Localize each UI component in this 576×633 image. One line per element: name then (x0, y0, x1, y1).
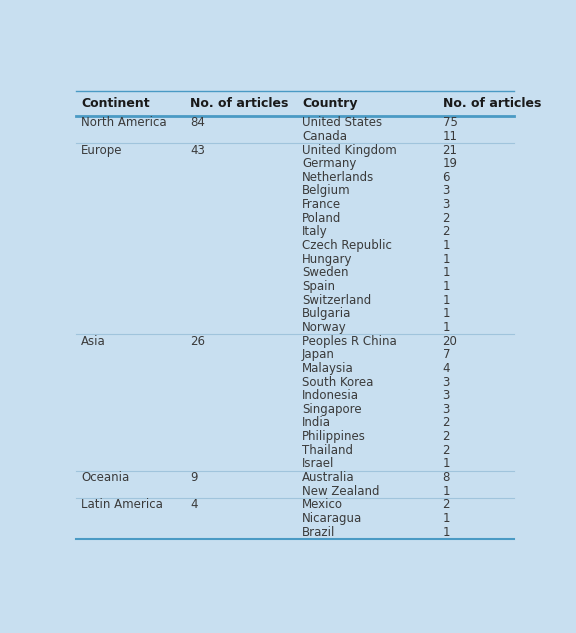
Text: Latin America: Latin America (81, 498, 163, 511)
Text: 11: 11 (442, 130, 457, 143)
Text: 26: 26 (190, 335, 205, 348)
Text: 8: 8 (442, 471, 450, 484)
Text: South Korea: South Korea (302, 375, 373, 389)
Text: 2: 2 (442, 212, 450, 225)
Text: Hungary: Hungary (302, 253, 353, 266)
Text: Switzerland: Switzerland (302, 294, 371, 306)
Text: 7: 7 (442, 348, 450, 361)
Text: Canada: Canada (302, 130, 347, 143)
Text: Belgium: Belgium (302, 184, 351, 197)
Text: 1: 1 (442, 239, 450, 252)
Text: Europe: Europe (81, 144, 123, 156)
Text: Thailand: Thailand (302, 444, 353, 457)
Text: Peoples R China: Peoples R China (302, 335, 397, 348)
Text: 75: 75 (442, 116, 457, 129)
Text: New Zealand: New Zealand (302, 485, 380, 498)
Text: 2: 2 (442, 225, 450, 239)
Text: No. of articles: No. of articles (442, 97, 541, 110)
Text: Country: Country (302, 97, 357, 110)
Text: 43: 43 (190, 144, 205, 156)
Text: Bulgaria: Bulgaria (302, 307, 351, 320)
Text: 3: 3 (442, 403, 450, 416)
Text: Asia: Asia (81, 335, 105, 348)
Text: 1: 1 (442, 458, 450, 470)
Text: 1: 1 (442, 266, 450, 279)
Text: 6: 6 (442, 171, 450, 184)
Text: Spain: Spain (302, 280, 335, 293)
Text: Malaysia: Malaysia (302, 362, 354, 375)
Text: Singapore: Singapore (302, 403, 362, 416)
Text: Sweden: Sweden (302, 266, 348, 279)
Text: 2: 2 (442, 430, 450, 443)
Text: 9: 9 (190, 471, 198, 484)
Text: France: France (302, 198, 341, 211)
Text: 20: 20 (442, 335, 457, 348)
Text: 1: 1 (442, 307, 450, 320)
Text: 3: 3 (442, 184, 450, 197)
Text: 1: 1 (442, 294, 450, 306)
Text: 1: 1 (442, 485, 450, 498)
Text: 3: 3 (442, 389, 450, 402)
Text: 2: 2 (442, 498, 450, 511)
Text: Italy: Italy (302, 225, 328, 239)
Text: 1: 1 (442, 253, 450, 266)
Text: Oceania: Oceania (81, 471, 129, 484)
Text: 2: 2 (442, 444, 450, 457)
Text: 84: 84 (190, 116, 205, 129)
Text: North America: North America (81, 116, 166, 129)
Text: Mexico: Mexico (302, 498, 343, 511)
Text: 4: 4 (190, 498, 198, 511)
Text: 3: 3 (442, 375, 450, 389)
Text: Japan: Japan (302, 348, 335, 361)
Text: 1: 1 (442, 321, 450, 334)
Text: Australia: Australia (302, 471, 354, 484)
Text: 1: 1 (442, 525, 450, 539)
Text: India: India (302, 417, 331, 430)
Text: No. of articles: No. of articles (190, 97, 289, 110)
Text: Israel: Israel (302, 458, 334, 470)
Text: 1: 1 (442, 280, 450, 293)
Text: Netherlands: Netherlands (302, 171, 374, 184)
Text: Philippines: Philippines (302, 430, 366, 443)
Text: 3: 3 (442, 198, 450, 211)
Text: Nicaragua: Nicaragua (302, 512, 362, 525)
Text: Norway: Norway (302, 321, 347, 334)
Text: United States: United States (302, 116, 382, 129)
Text: United Kingdom: United Kingdom (302, 144, 397, 156)
Text: Czech Republic: Czech Republic (302, 239, 392, 252)
Text: 21: 21 (442, 144, 457, 156)
Text: 2: 2 (442, 417, 450, 430)
Text: Continent: Continent (81, 97, 150, 110)
Text: Indonesia: Indonesia (302, 389, 359, 402)
Text: 1: 1 (442, 512, 450, 525)
Text: Poland: Poland (302, 212, 341, 225)
Text: 19: 19 (442, 157, 457, 170)
Text: 4: 4 (442, 362, 450, 375)
Text: Germany: Germany (302, 157, 357, 170)
Text: Brazil: Brazil (302, 525, 335, 539)
